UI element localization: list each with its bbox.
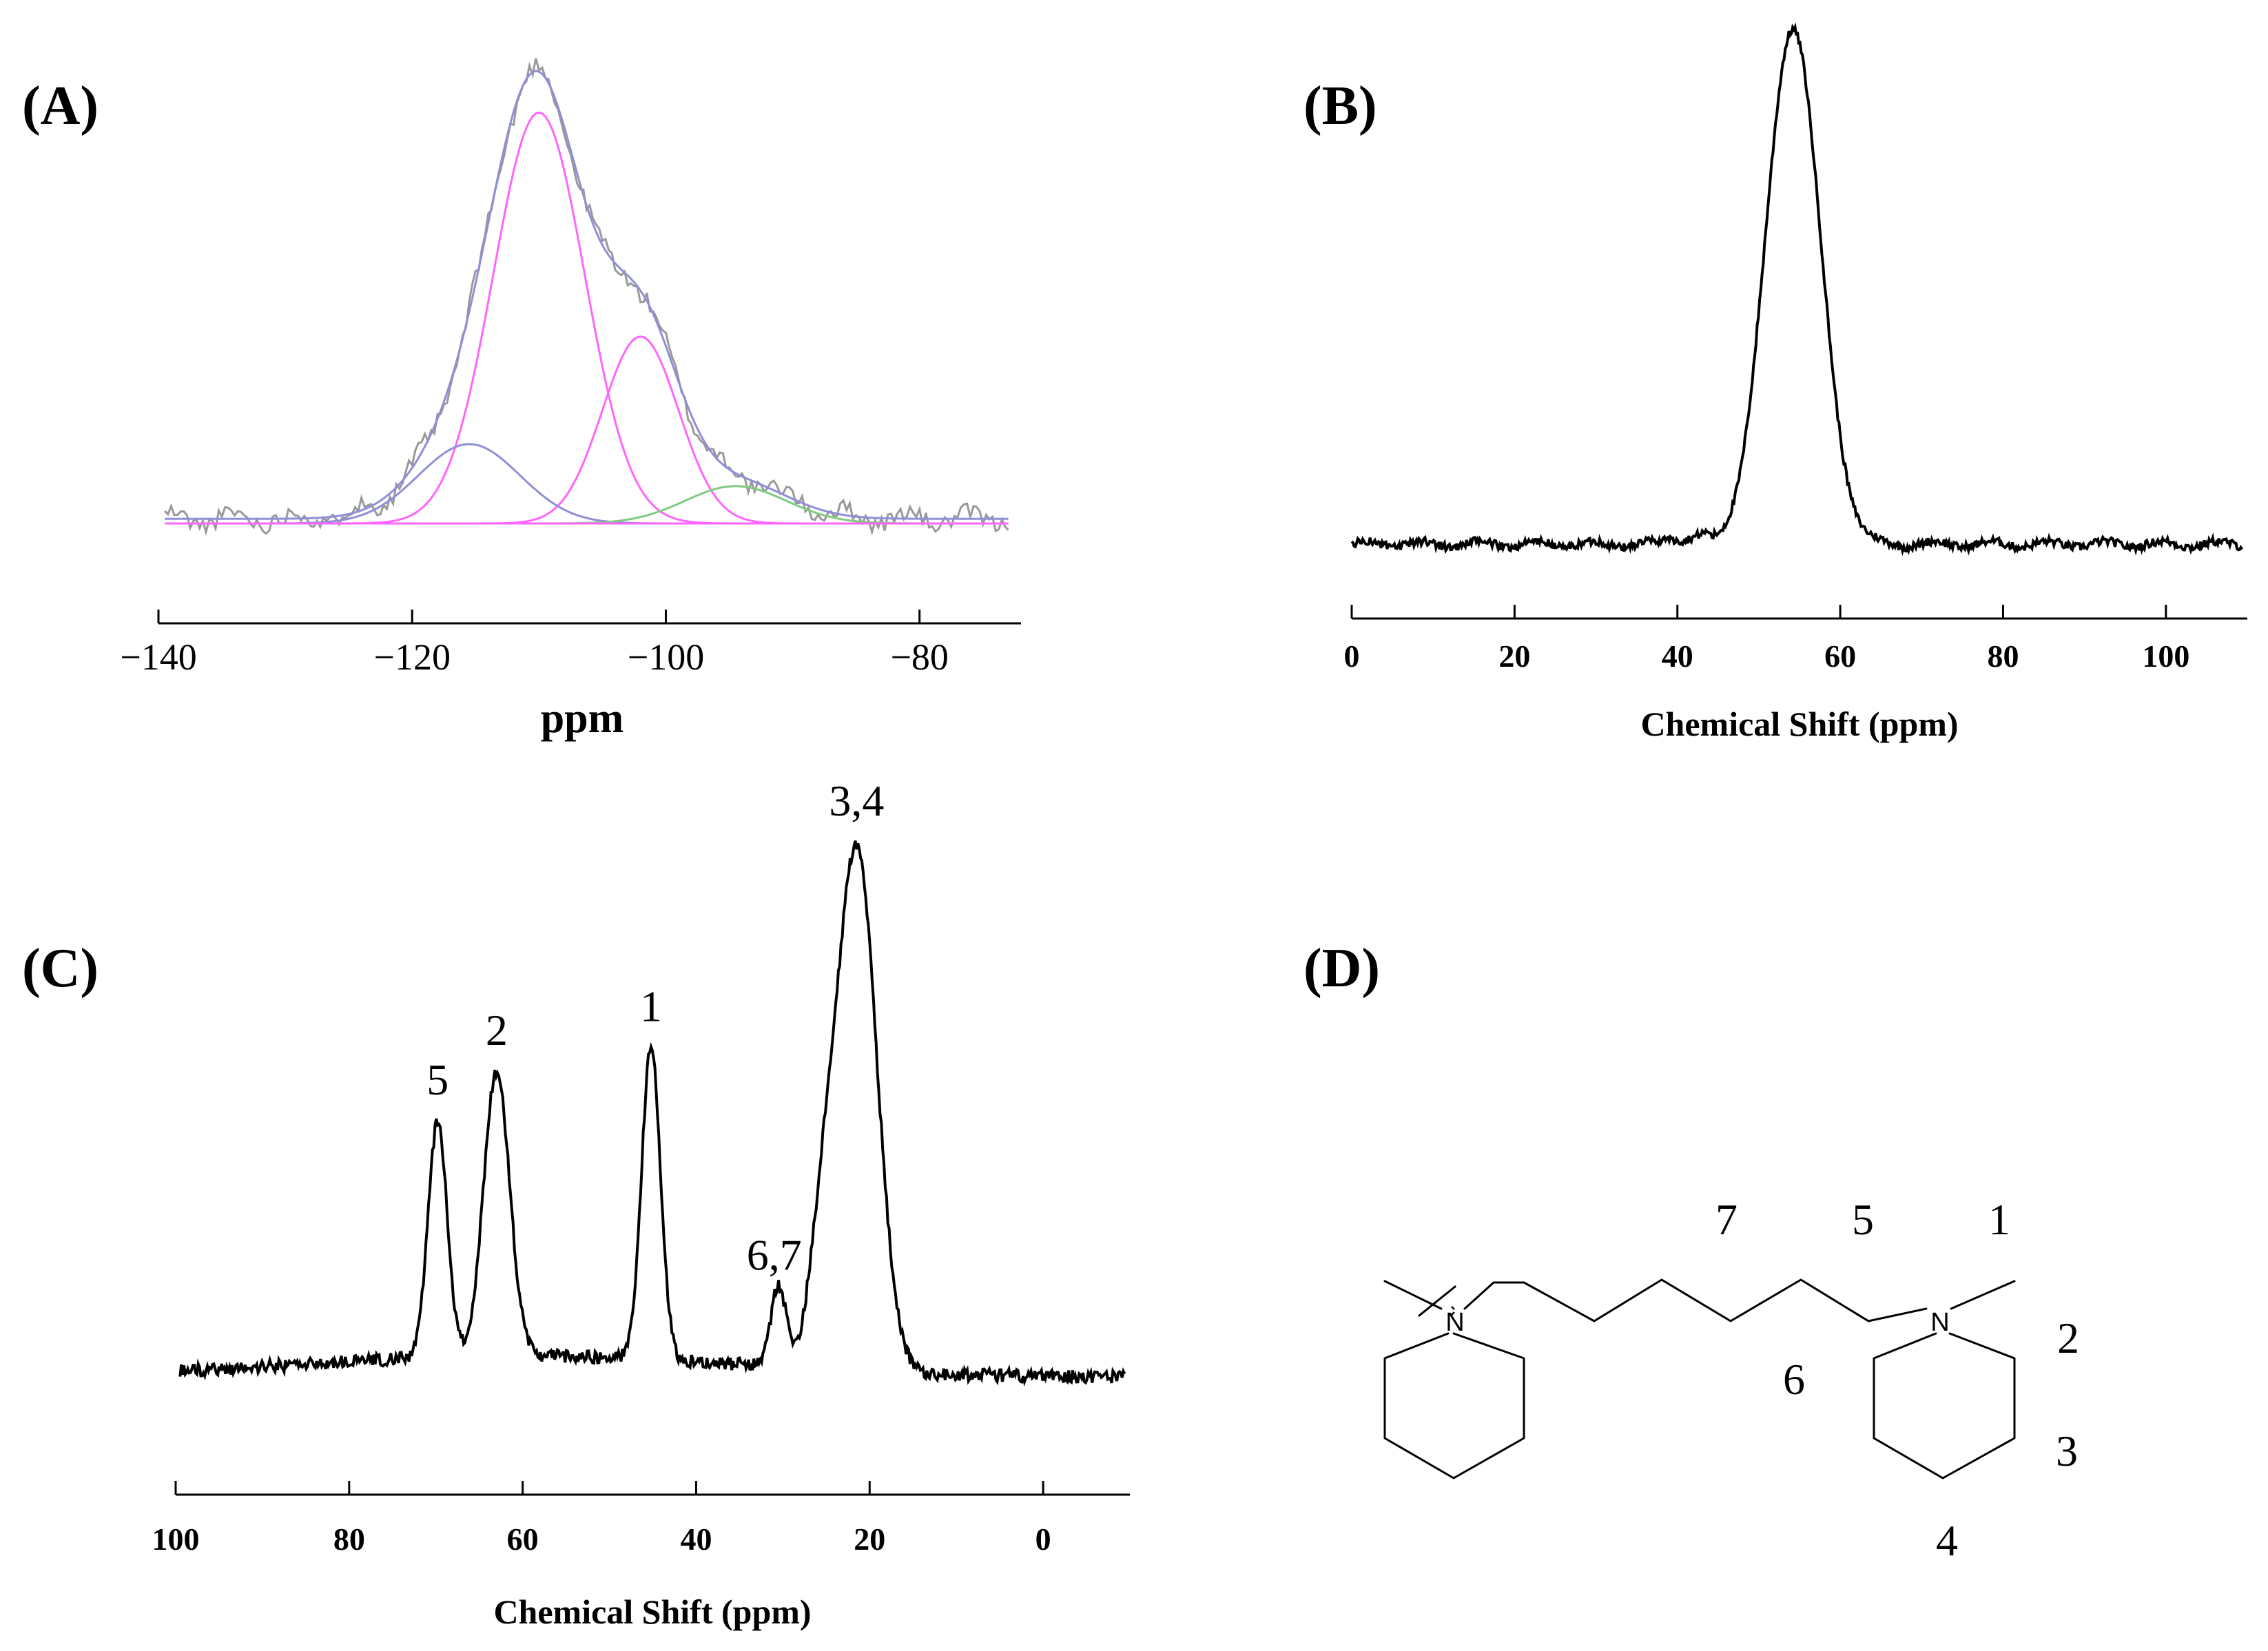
chart-a-xlabel: ppm [541, 695, 624, 742]
chart-a-series-3 [165, 335, 1009, 525]
chart-c-tick-label: 0 [1035, 1522, 1051, 1557]
chart-b-spectrum-line [1350, 22, 2243, 557]
chart-c-tick-label: 80 [333, 1522, 365, 1557]
chart-b-series [1350, 22, 2243, 557]
ring-right [1873, 1332, 2016, 1479]
chart-b-tick-label: 0 [1344, 638, 1360, 674]
bond-filler-3 [1441, 1283, 1454, 1292]
chart-c-ticks: 100 80 60 40 20 0 [152, 1481, 1051, 1557]
ring-left [1383, 1332, 1525, 1479]
atom-n-right: N [1930, 1308, 1949, 1337]
chart-a-series-1 [165, 70, 1009, 520]
chart-b-tick-label: 20 [1498, 638, 1530, 674]
chart-c-series [178, 840, 1126, 1387]
chart-a-tick-label: −140 [120, 636, 196, 678]
chart-c-annotations: 52 1 6,7 3,4 [426, 776, 884, 1279]
chart-a-ticks: −140 −120 −100 −80 [120, 610, 949, 678]
chart-a-series [164, 58, 1009, 537]
chart-c-spectrum-line [178, 840, 1126, 1387]
chart-c-tick-label: 40 [680, 1522, 712, 1557]
carbon-label-1: 1 [1988, 1195, 2010, 1244]
bond-right-methyl [1950, 1280, 2016, 1310]
chart-c-peak-label: 5 [426, 1055, 449, 1104]
chart-c-tick-label: 60 [507, 1522, 539, 1557]
atom-n-left: N [1445, 1308, 1464, 1337]
panel-label-c: (C) [22, 938, 99, 999]
chart-b-ticks: 0 20 40 60 80 100 [1344, 605, 2189, 674]
carbon-label-4: 4 [1936, 1516, 1958, 1565]
carbon-label-5: 5 [1852, 1195, 1874, 1244]
chart-c: 100 80 60 40 20 0 52 1 6,7 3,4 Chemical Shift (p… [152, 776, 1130, 1631]
bond-left-n-ring-a [1418, 1285, 1456, 1317]
carbon-label-3: 3 [2056, 1426, 2078, 1475]
chart-c-tick-label: 100 [152, 1522, 200, 1557]
chart-c-xlabel: Chemical Shift (ppm) [493, 1592, 811, 1631]
chart-c-peak-label: 2 [486, 1006, 508, 1055]
chart-b-tick-label: 40 [1662, 638, 1693, 674]
chart-a-tick-label: −120 [374, 636, 451, 678]
chart-c-peak-label: 1 [640, 982, 662, 1031]
chart-b: 0 20 40 60 80 100 Chemical Shift (ppm) [1344, 22, 2247, 743]
panel-label-d: (D) [1303, 938, 1380, 999]
chart-a-tick-label: −80 [890, 636, 948, 678]
panel-label-b: (B) [1303, 76, 1377, 136]
chart-c-peak-label: 3,4 [829, 776, 884, 825]
chart-b-tick-label: 100 [2142, 638, 2189, 674]
chart-a: −140 −120 −100 −80 ppm [120, 58, 1021, 742]
chart-c-peak-label: 6,7 [747, 1230, 802, 1279]
chart-c-tick-label: 20 [854, 1522, 885, 1557]
bond-left-methyl [1383, 1280, 1443, 1310]
chart-a-tick-label: −100 [628, 636, 704, 678]
chart-b-tick-label: 60 [1824, 638, 1856, 674]
chemical-structure: N N 7 5 1 2 6 3 4 [1383, 1195, 2079, 1565]
chart-a-series-0 [164, 58, 1009, 537]
pentyl-chain [1463, 1278, 1928, 1322]
chart-b-tick-label: 80 [1987, 638, 2019, 674]
chart-b-xlabel: Chemical Shift (ppm) [1640, 705, 1958, 743]
carbon-label-2: 2 [2057, 1313, 2079, 1362]
panel-label-a: (A) [22, 76, 99, 136]
carbon-label-6: 6 [1783, 1355, 1805, 1404]
chart-a-series-2 [165, 111, 1009, 525]
carbon-label-7: 7 [1715, 1195, 1738, 1244]
